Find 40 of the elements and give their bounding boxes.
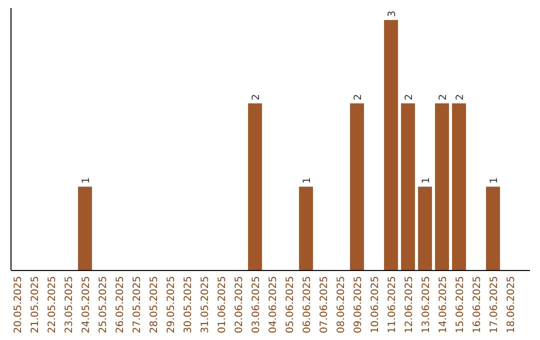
x-tick-label: 01.06.2025 bbox=[217, 276, 228, 334]
x-tick-label: 20.05.2025 bbox=[13, 276, 24, 334]
x-tick-label: 11.06.2025 bbox=[387, 276, 398, 334]
x-tick-label: 17.06.2025 bbox=[489, 276, 500, 334]
data-label: 1 bbox=[302, 177, 313, 184]
x-tick-label: 16.06.2025 bbox=[472, 276, 483, 334]
x-tick-label: 02.06.2025 bbox=[234, 276, 245, 334]
x-tick-label: 13.06.2025 bbox=[421, 276, 432, 334]
data-label: 2 bbox=[438, 94, 449, 100]
x-tick-label: 27.05.2025 bbox=[132, 276, 143, 334]
data-label: 2 bbox=[353, 94, 364, 100]
x-tick-label: 03.06.2025 bbox=[251, 276, 262, 334]
x-tick-label: 08.06.2025 bbox=[336, 276, 347, 334]
x-tick-label: 25.05.2025 bbox=[98, 276, 109, 334]
x-tick-label: 05.06.2025 bbox=[285, 276, 296, 334]
data-label: 3 bbox=[387, 10, 398, 17]
x-tick-label: 10.06.2025 bbox=[370, 276, 381, 334]
x-tick-label: 06.06.2025 bbox=[302, 276, 313, 334]
data-label: 2 bbox=[251, 94, 262, 100]
data-label: 1 bbox=[81, 177, 92, 184]
data-label: 1 bbox=[489, 177, 500, 184]
x-tick-label: 30.05.2025 bbox=[183, 276, 194, 334]
x-tick-label: 21.05.2025 bbox=[30, 276, 41, 334]
x-tick-label: 31.05.2025 bbox=[200, 276, 211, 334]
x-tick-label: 15.06.2025 bbox=[455, 276, 466, 334]
x-tick-label: 04.06.2025 bbox=[268, 276, 279, 334]
x-tick-label: 29.05.2025 bbox=[166, 276, 177, 334]
x-tick-label: 09.06.2025 bbox=[353, 276, 364, 334]
x-tick-label: 07.06.2025 bbox=[319, 276, 330, 334]
x-tick-label: 12.06.2025 bbox=[404, 276, 415, 334]
x-tick-label: 23.05.2025 bbox=[64, 276, 75, 334]
x-tick-label: 26.05.2025 bbox=[115, 276, 126, 334]
x-tick-label: 28.05.2025 bbox=[149, 276, 160, 334]
x-tick-label: 22.05.2025 bbox=[47, 276, 58, 334]
data-label: 2 bbox=[404, 94, 415, 100]
x-tick-label: 18.06.2025 bbox=[506, 276, 517, 334]
data-label: 1 bbox=[421, 177, 432, 184]
x-tick-label: 24.05.2025 bbox=[81, 276, 92, 334]
data-label: 2 bbox=[455, 94, 466, 100]
x-tick-label: 14.06.2025 bbox=[438, 276, 449, 334]
